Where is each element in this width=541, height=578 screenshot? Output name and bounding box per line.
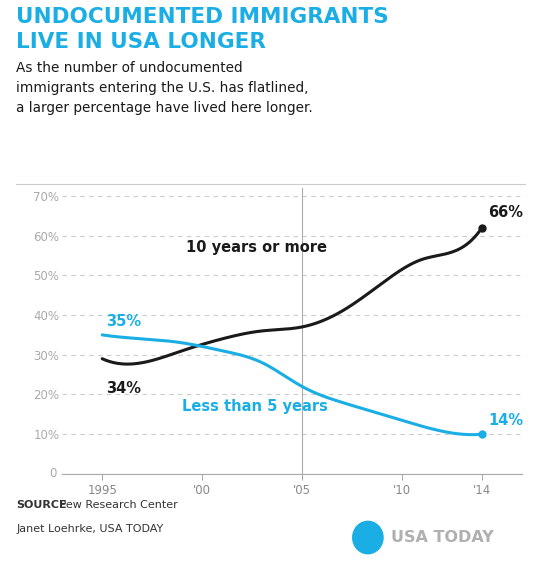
Text: As the number of undocumented
immigrants entering the U.S. has flatlined,
a larg: As the number of undocumented immigrants… bbox=[16, 61, 313, 115]
Text: Less than 5 years: Less than 5 years bbox=[182, 399, 328, 414]
Text: Pew Research Center: Pew Research Center bbox=[56, 500, 177, 510]
Text: SOURCE: SOURCE bbox=[16, 500, 67, 510]
Text: UNDOCUMENTED IMMIGRANTS: UNDOCUMENTED IMMIGRANTS bbox=[16, 7, 389, 27]
Text: Janet Loehrke, USA TODAY: Janet Loehrke, USA TODAY bbox=[16, 524, 163, 534]
Text: 0: 0 bbox=[49, 468, 56, 480]
Text: 35%: 35% bbox=[106, 314, 141, 329]
Text: 34%: 34% bbox=[106, 380, 141, 395]
Text: 14%: 14% bbox=[488, 413, 523, 428]
Text: LIVE IN USA LONGER: LIVE IN USA LONGER bbox=[16, 32, 266, 53]
Text: USA TODAY: USA TODAY bbox=[391, 530, 494, 545]
Text: 66%: 66% bbox=[488, 205, 523, 220]
Text: 10 years or more: 10 years or more bbox=[186, 240, 327, 255]
